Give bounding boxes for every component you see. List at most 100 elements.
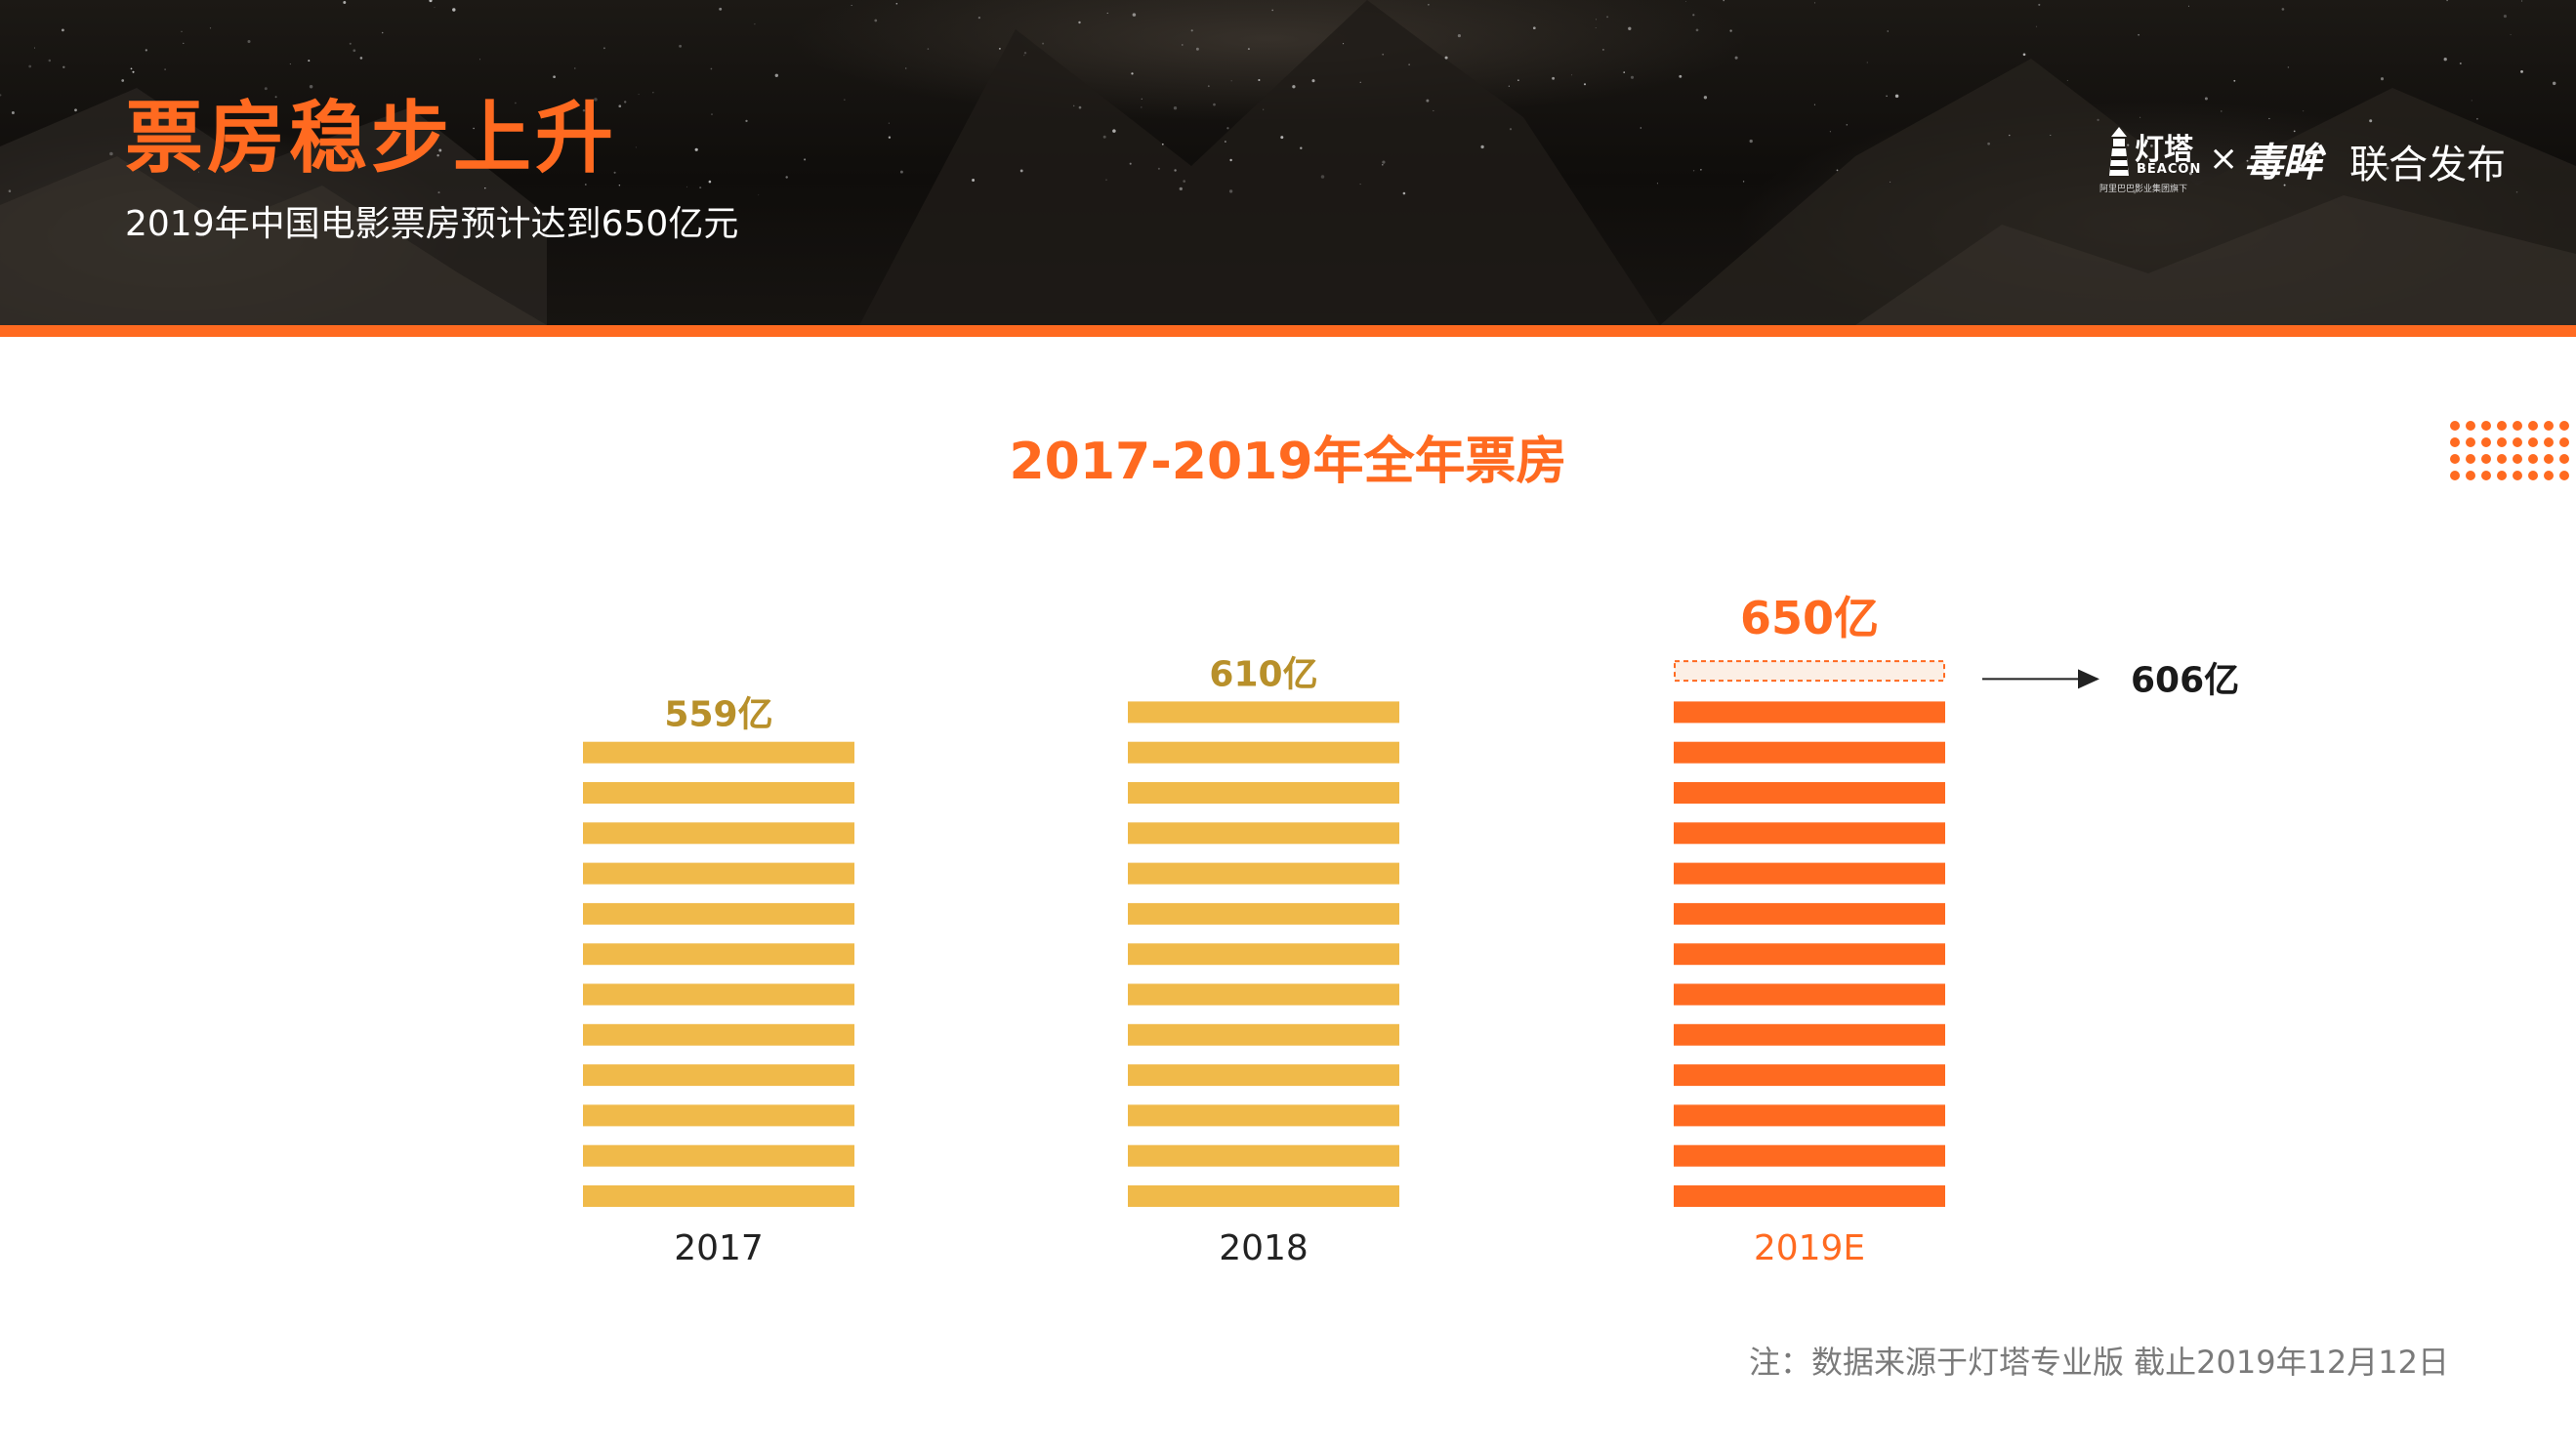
star <box>145 49 147 52</box>
bar-segment <box>1674 1144 1945 1167</box>
decorative-dot <box>2450 454 2460 464</box>
beacon-tagline: 阿里巴巴影业集团旗下 <box>2099 185 2188 194</box>
star <box>1532 26 1536 30</box>
header-banner: 票房稳步上升 2019年中国电影票房预计达到650亿元 灯塔 BEACON 阿里… <box>0 0 2576 325</box>
star <box>1300 146 1303 149</box>
bar-segment <box>1128 1064 1399 1087</box>
decorative-dot <box>2513 421 2522 431</box>
decorative-dot <box>2450 437 2460 447</box>
category-label: 2019E <box>1754 1228 1865 1268</box>
star <box>745 119 748 123</box>
decorative-dot <box>2497 471 2507 480</box>
star <box>1846 124 1849 126</box>
star <box>1695 28 1699 32</box>
maoyan-logo: 毒眸 <box>2244 141 2322 186</box>
star <box>2022 53 2026 57</box>
star <box>132 70 135 73</box>
star <box>1829 131 1831 133</box>
bar-segment <box>583 902 854 925</box>
star <box>1023 51 1027 55</box>
star <box>2510 33 2512 36</box>
chart-title: 2017-2019年全年票房 <box>1009 433 1567 491</box>
bar-segment <box>1674 1023 1945 1046</box>
star <box>1628 26 1632 30</box>
brand-cross: × <box>2209 139 2239 179</box>
bar-segment <box>583 862 854 885</box>
star <box>624 101 627 104</box>
star <box>2038 3 2041 6</box>
star <box>2552 81 2556 86</box>
star <box>754 23 756 25</box>
star <box>2446 0 2448 2</box>
star <box>694 147 698 151</box>
star <box>130 67 133 70</box>
star <box>2443 58 2447 62</box>
star <box>436 154 439 157</box>
star <box>602 47 605 50</box>
star <box>710 67 713 70</box>
decorative-dot <box>2544 454 2554 464</box>
page-subtitle: 2019年中国电影票房预计达到650亿元 <box>125 204 739 244</box>
star <box>1509 128 1513 131</box>
decorative-dot <box>2528 471 2538 480</box>
decorative-dot <box>2544 421 2554 431</box>
beacon-logo-text: 灯塔 <box>2135 133 2193 167</box>
star <box>1656 183 1658 185</box>
bar-segment <box>1128 943 1399 966</box>
star <box>1729 29 1732 32</box>
decorative-dot <box>2466 454 2475 464</box>
star <box>888 122 890 124</box>
star <box>1887 30 1889 32</box>
star <box>708 180 712 184</box>
star <box>2050 134 2052 137</box>
star <box>11 111 15 114</box>
star <box>1182 44 1184 46</box>
star <box>1692 14 1695 17</box>
star <box>2386 166 2389 170</box>
decorative-dot <box>2559 471 2569 480</box>
bar-segment <box>1128 1185 1399 1207</box>
star <box>1263 108 1265 110</box>
star <box>2369 119 2373 123</box>
star <box>972 179 976 182</box>
star <box>1684 1 1686 2</box>
star <box>2233 79 2236 82</box>
star <box>2287 66 2290 68</box>
star <box>1190 29 1193 32</box>
bar-segment <box>1128 983 1399 1006</box>
star <box>429 0 433 3</box>
decorative-dot <box>2466 437 2475 447</box>
star <box>574 67 576 69</box>
star <box>1343 43 1345 45</box>
star <box>1517 79 1519 81</box>
star <box>1247 48 1250 51</box>
bar-2018 <box>1128 701 1399 1207</box>
bar-segment <box>583 983 854 1006</box>
star <box>1382 163 1384 166</box>
star <box>905 67 907 69</box>
category-label: 2018 <box>1219 1228 1309 1268</box>
bar-segment <box>1128 701 1399 724</box>
bar-segment <box>1674 943 1945 966</box>
star <box>1213 103 1216 106</box>
star <box>2204 97 2208 101</box>
star <box>2503 15 2507 19</box>
bar-segment <box>1128 822 1399 845</box>
star <box>2520 69 2523 73</box>
star <box>1426 99 1430 103</box>
star <box>343 1 347 4</box>
star <box>2268 117 2270 120</box>
annotation-label: 606亿 <box>2131 660 2239 700</box>
bar-segment <box>1674 1064 1945 1087</box>
bar-segment <box>1128 1104 1399 1127</box>
star <box>479 59 480 61</box>
decorative-dot <box>2481 471 2491 480</box>
decorative-dot <box>2559 454 2569 464</box>
header-divider <box>0 325 2576 337</box>
bar-2017 <box>583 741 854 1207</box>
decorative-dot <box>2466 421 2475 431</box>
star <box>2281 8 2285 11</box>
star <box>1749 139 1753 144</box>
star <box>1359 81 1361 83</box>
star <box>1225 141 1226 143</box>
